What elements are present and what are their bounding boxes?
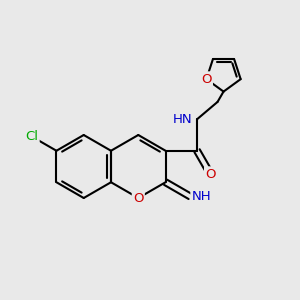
Text: NH: NH [192, 190, 211, 203]
Text: O: O [133, 191, 143, 205]
Text: O: O [205, 168, 216, 181]
Text: O: O [201, 73, 212, 85]
Text: HN: HN [173, 113, 193, 126]
Text: Cl: Cl [26, 130, 38, 143]
